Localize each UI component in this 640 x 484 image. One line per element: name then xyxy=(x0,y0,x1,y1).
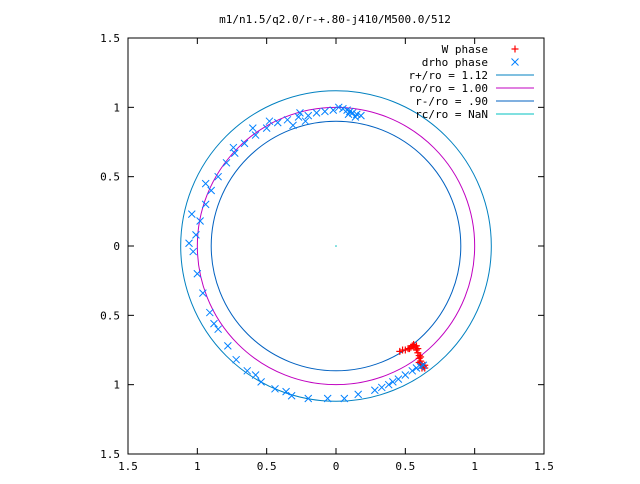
y-tick-label: 1 xyxy=(113,379,120,392)
y-tick-label: 1.5 xyxy=(100,32,120,45)
drho-phase-point xyxy=(248,124,257,132)
drho-phase-point xyxy=(294,113,303,121)
drho-phase-point xyxy=(265,117,274,126)
drho-phase-point xyxy=(271,384,279,393)
reference-circle-3 xyxy=(210,120,462,372)
drho-phase-point xyxy=(201,179,210,188)
center-marker xyxy=(335,245,337,247)
drho-phase-point xyxy=(189,247,198,256)
drho-phase-point xyxy=(287,391,296,400)
drho-phase-point xyxy=(370,386,379,395)
drho-phase-point xyxy=(321,107,329,116)
legend-label: rc/ro = NaN xyxy=(415,108,488,121)
drho-phase-point xyxy=(357,111,365,120)
data-points xyxy=(185,103,429,403)
drho-phase-point xyxy=(384,380,393,389)
y-tick-label: 0.5 xyxy=(100,309,120,322)
y-tick-label: 0 xyxy=(113,240,120,253)
drho-phase-point xyxy=(214,172,222,181)
y-tick-label: 1.5 xyxy=(100,448,120,461)
x-tick-label: 0.5 xyxy=(257,460,277,473)
x-tick-label: 0 xyxy=(333,460,340,473)
drho-phase-point xyxy=(296,109,304,117)
drho-phase-point xyxy=(240,139,249,148)
drho-phase-point xyxy=(229,143,238,152)
y-tick-label: 1 xyxy=(113,101,120,114)
drho-phase-point xyxy=(412,364,421,372)
x-tick-label: 1.5 xyxy=(118,460,138,473)
legend-label: drho phase xyxy=(422,56,488,69)
drho-phase-point xyxy=(193,269,202,278)
legend-marker xyxy=(511,45,519,53)
drho-phase-point xyxy=(304,394,313,403)
drho-phase-point xyxy=(207,186,216,195)
drho-phase-point xyxy=(304,111,313,120)
reference-circles xyxy=(180,90,492,402)
drho-phase-point xyxy=(334,103,343,112)
drho-phase-point xyxy=(243,366,252,375)
drho-phase-point xyxy=(282,387,290,396)
drho-phase-point xyxy=(185,239,193,248)
drho-phase-point xyxy=(251,131,260,139)
drho-phase-point xyxy=(201,200,210,209)
drho-phase-point xyxy=(222,158,231,167)
x-tick-label: 1 xyxy=(194,460,201,473)
drho-phase-point xyxy=(196,217,204,225)
drho-phase-point xyxy=(257,378,265,386)
legend-label: r+/ro = 1.12 xyxy=(409,69,488,82)
drho-phase-point xyxy=(329,106,338,114)
chart-title: m1/n1.5/q2.0/r-+.80-j410/M500.0/512 xyxy=(219,13,451,26)
drho-phase-point xyxy=(419,361,428,370)
legend-marker xyxy=(511,58,519,66)
drho-phase-point xyxy=(210,319,218,328)
drho-phase-point xyxy=(232,355,241,364)
drho-phase-point xyxy=(312,109,321,117)
drho-phase-point xyxy=(192,231,200,239)
drho-phase-point xyxy=(251,371,260,379)
drho-phase-point xyxy=(301,117,310,126)
drho-phase-point xyxy=(223,341,232,350)
drho-phase-point xyxy=(323,394,332,403)
y-tick-label: 0.5 xyxy=(100,171,120,184)
drho-phase-point xyxy=(377,383,386,392)
w-phase-point xyxy=(417,353,425,361)
drho-phase-point xyxy=(388,378,397,386)
drho-phase-point xyxy=(344,110,353,119)
axis-ticks: 1.5 1 0.5 0 0.5 1 1.51.510.500.511.5 xyxy=(100,32,554,473)
drho-phase-point xyxy=(199,289,207,298)
x-tick-label: 1.5 xyxy=(534,460,554,473)
w-phase-point xyxy=(408,342,416,350)
w-phase-point xyxy=(410,340,418,348)
drho-phase-point xyxy=(354,390,363,399)
drho-phase-point xyxy=(394,375,403,383)
drho-phase-point xyxy=(262,124,271,132)
drho-phase-point xyxy=(187,210,196,218)
drho-phase-point xyxy=(205,308,214,317)
drho-phase-point xyxy=(214,325,222,334)
legend-label: r-/ro = .90 xyxy=(415,95,488,108)
x-tick-label: 0.5 xyxy=(395,460,415,473)
legend-label: ro/ro = 1.00 xyxy=(409,82,488,95)
drho-phase-point xyxy=(289,121,297,130)
drho-phase-point xyxy=(401,371,410,379)
legend-label: W phase xyxy=(442,43,488,56)
drho-phase-point xyxy=(346,107,354,116)
drho-phase-point xyxy=(408,366,417,375)
drho-phase-point xyxy=(273,118,282,127)
drho-phase-point xyxy=(340,394,349,403)
x-tick-label: 1 xyxy=(471,460,478,473)
reference-circle-1 xyxy=(180,90,492,402)
